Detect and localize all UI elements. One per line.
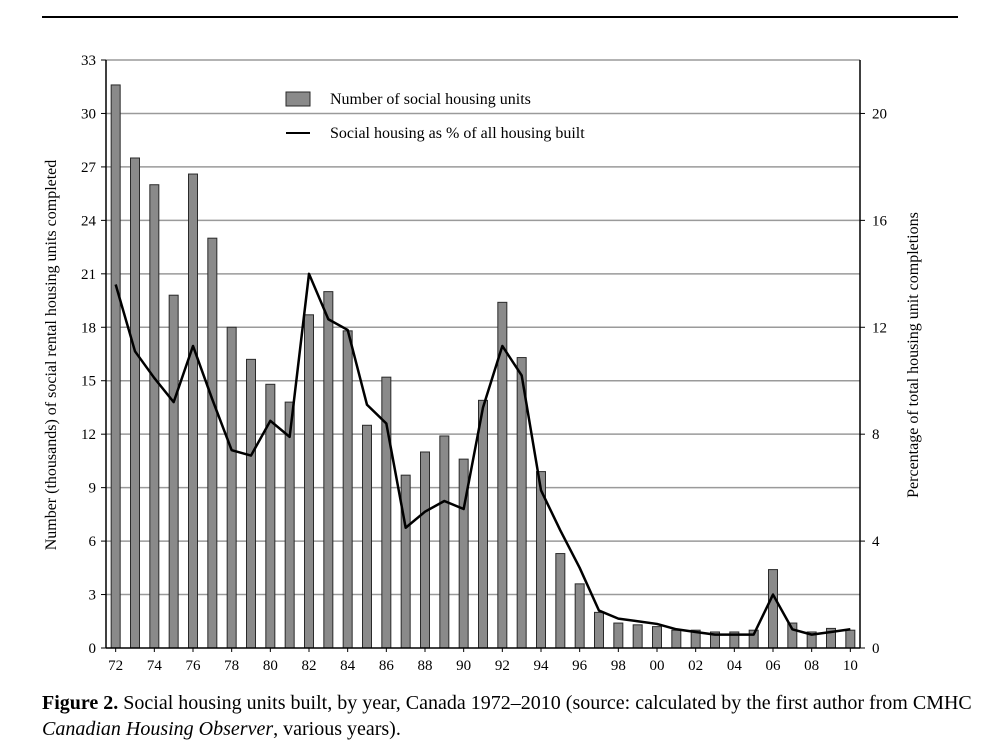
x-tick-label: 74	[147, 658, 163, 674]
bar-77	[207, 237, 218, 649]
legend-bar-swatch	[285, 91, 311, 107]
left-axis-label: Number (thousands) of social rental hous…	[43, 160, 60, 551]
x-tick-label: 10	[843, 658, 858, 674]
x-tick-label: 94	[534, 658, 550, 674]
bar-99	[632, 624, 643, 649]
bar-83	[323, 291, 334, 649]
left-tick-label: 21	[81, 267, 96, 283]
right-tick-label: 8	[872, 427, 880, 443]
left-tick-label: 12	[81, 427, 96, 443]
right-axis-label: Percentage of total housing unit complet…	[905, 212, 922, 498]
legend-bar-label: Number of social housing units	[330, 91, 531, 108]
x-tick-label: 08	[804, 658, 819, 674]
bar-87	[400, 474, 411, 649]
x-tick-label: 06	[766, 658, 782, 674]
right-tick-label: 20	[872, 106, 887, 122]
x-tick-label: 72	[108, 658, 123, 674]
bar-74	[149, 184, 160, 649]
bar-79	[246, 358, 256, 649]
x-tick-label: 82	[302, 658, 317, 674]
left-tick-label: 24	[81, 213, 97, 229]
bar-81	[284, 401, 295, 649]
left-tick-label: 30	[81, 106, 96, 122]
bar-86	[381, 376, 392, 649]
bar-06	[768, 569, 778, 649]
bar-73	[130, 157, 140, 649]
left-tick-label: 18	[81, 320, 96, 336]
left-tick-label: 15	[81, 374, 96, 390]
left-tick-label: 9	[89, 481, 97, 497]
bar-84	[342, 330, 353, 649]
bar-91	[478, 399, 488, 649]
bar-72	[110, 84, 121, 649]
left-tick-label: 27	[81, 160, 97, 176]
caption-text-1: Social housing units built, by year, Can…	[118, 692, 972, 714]
right-tick-label: 4	[872, 534, 880, 550]
figure-label: Figure 2.	[42, 692, 119, 714]
bar-01	[671, 629, 682, 649]
percent-line	[114, 272, 851, 636]
percent-line-path	[114, 272, 851, 636]
left-tick-label: 3	[89, 588, 97, 604]
bar-96	[574, 583, 585, 649]
bar-88	[420, 451, 430, 649]
caption-text-2: , various years).	[273, 718, 401, 740]
bar-95	[555, 553, 566, 649]
left-tick-label: 33	[81, 53, 96, 69]
right-tick-label: 0	[872, 641, 880, 657]
top-rule	[42, 16, 958, 18]
caption-source: Canadian Housing Observer	[42, 718, 274, 740]
bar-89	[439, 435, 450, 649]
legend-line-label: Social housing as % of all housing built	[330, 125, 585, 142]
x-tick-label: 90	[456, 658, 471, 674]
bar-85	[362, 424, 372, 649]
right-tick-label: 16	[872, 213, 888, 229]
x-tick-label: 96	[572, 658, 588, 674]
x-tick-label: 78	[224, 658, 239, 674]
bar-97	[594, 611, 604, 649]
x-tick-label: 02	[688, 658, 703, 674]
bar-75	[168, 294, 179, 649]
figure-caption: Figure 2. Social housing units built, by…	[42, 690, 972, 742]
bar-78	[226, 326, 237, 649]
bar-10	[845, 629, 856, 649]
bar-98	[613, 622, 624, 649]
x-tick-label: 00	[650, 658, 665, 674]
x-tick-label: 84	[340, 658, 356, 674]
x-tick-label: 76	[186, 658, 202, 674]
x-tick-label: 92	[495, 658, 510, 674]
left-tick-label: 0	[89, 641, 97, 657]
legend: Number of social housing units Social ho…	[285, 91, 585, 142]
bar-00	[652, 626, 662, 649]
x-tick-label: 80	[263, 658, 278, 674]
left-tick-label: 6	[89, 534, 97, 550]
right-tick-label: 12	[872, 320, 887, 336]
bar-82	[304, 314, 314, 649]
x-tick-label: 88	[418, 658, 433, 674]
x-tick-label: 98	[611, 658, 626, 674]
bar-76	[188, 173, 198, 649]
x-tick-label: 86	[379, 658, 395, 674]
bars	[110, 84, 856, 649]
x-tick-label: 04	[727, 658, 743, 674]
